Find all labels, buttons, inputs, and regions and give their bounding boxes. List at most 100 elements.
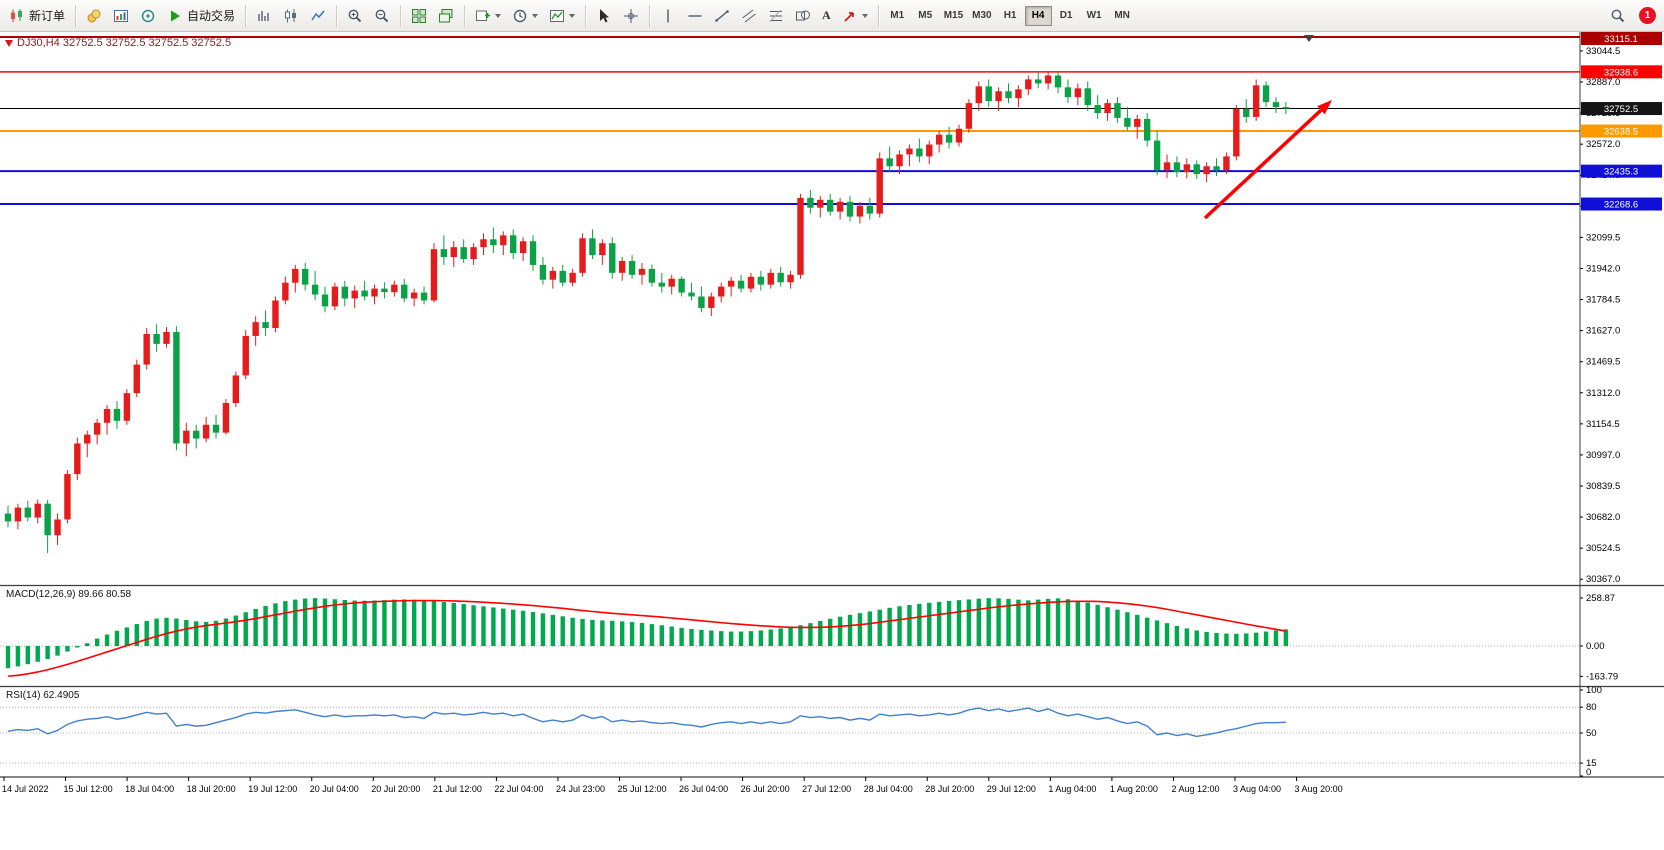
time-axis-label: 22 Jul 04:00 (494, 784, 543, 794)
trend-arrow[interactable] (1203, 108, 1323, 220)
time-axis-label: 14 Jul 2022 (2, 784, 49, 794)
timeframe-w1[interactable]: W1 (1081, 6, 1108, 26)
shapes-button[interactable] (790, 4, 816, 28)
crosshair-button[interactable] (618, 4, 644, 28)
macd-bar (679, 627, 684, 646)
time-axis[interactable]: 14 Jul 2022 15 Jul 12:00 18 Jul 04:00 18 Ju… (2, 777, 1343, 794)
channel-button[interactable] (736, 4, 762, 28)
timeframe-m15[interactable]: M15 (940, 6, 967, 26)
trend-arrow-head (1317, 100, 1332, 115)
candle-body (351, 290, 358, 299)
toolbar-separator (245, 4, 247, 27)
data-window-button[interactable] (108, 4, 134, 28)
macd-bar (580, 618, 585, 646)
search-button[interactable] (1605, 4, 1631, 28)
vertical-line-button[interactable] (655, 4, 681, 28)
timeframe-m5[interactable]: M5 (912, 6, 939, 26)
macd-bar (778, 628, 783, 646)
timeframe-d1[interactable]: D1 (1053, 6, 1080, 26)
line-chart-button[interactable] (305, 4, 331, 28)
market-watch-button[interactable] (81, 4, 107, 28)
candle-body (856, 205, 864, 217)
navigator-button[interactable] (135, 4, 161, 28)
candle-body (252, 322, 259, 336)
macd-bar (520, 610, 526, 646)
candle-body (24, 507, 32, 518)
rsi-line (7, 707, 1286, 738)
price-badge (1581, 102, 1662, 116)
candle-body (123, 393, 131, 421)
macd-bar (243, 612, 248, 646)
zoom-out-icon (375, 9, 389, 22)
price-axis[interactable]: 33044.532887.032729.532572.032414.532257… (1580, 46, 1620, 778)
trendline-button[interactable] (709, 4, 735, 28)
macd-bar (788, 627, 793, 646)
candle-body (737, 280, 745, 289)
macd-bar (382, 600, 387, 646)
new-chart-button[interactable] (470, 4, 506, 28)
candle-body (1025, 79, 1032, 90)
arrow-tool-button[interactable] (837, 4, 873, 28)
candle-body (688, 292, 695, 297)
candle-body (826, 199, 834, 212)
candle-body (212, 424, 220, 433)
candle-body (262, 322, 269, 329)
candle-body (321, 294, 329, 307)
time-axis-label: 3 Aug 04:00 (1233, 784, 1281, 794)
candle-body (292, 268, 299, 283)
candle-body (450, 247, 457, 258)
candle-body (529, 241, 537, 265)
fibonacci-button[interactable] (763, 4, 789, 28)
timeframe-mn[interactable]: MN (1109, 6, 1136, 26)
zoom-out-button[interactable] (369, 4, 395, 28)
macd-bar (956, 600, 962, 646)
horizontal-line-button[interactable] (682, 4, 708, 28)
timeframe-m1[interactable]: M1 (884, 6, 911, 26)
candle-body (222, 403, 230, 433)
macd-bar (560, 616, 565, 646)
macd-bar (322, 598, 328, 646)
line-chart-icon (311, 10, 325, 20)
new-order-button[interactable]: 新订单 (4, 4, 70, 28)
macd-bar (441, 602, 447, 646)
timeframe-h1[interactable]: H1 (997, 6, 1024, 26)
text-button[interactable]: A (817, 4, 836, 28)
price-tick-label: 32887.0 (1586, 77, 1620, 88)
macd-bar (857, 613, 863, 646)
macd-bar (372, 600, 377, 646)
chart-canvas[interactable]: 33044.532887.032729.532572.032414.532257… (0, 32, 1664, 850)
cursor-button[interactable] (591, 4, 617, 28)
indicators-button[interactable] (544, 4, 580, 28)
candle-body (153, 333, 160, 344)
macd-bar (1244, 633, 1249, 646)
cascade-windows-button[interactable] (433, 4, 459, 28)
timeframe-h4[interactable]: H4 (1024, 5, 1052, 26)
price-badge (1581, 65, 1662, 79)
candle-body (1173, 162, 1181, 173)
macd-bar (768, 629, 773, 646)
notification-badge[interactable]: 1 (1639, 7, 1656, 24)
price-tick-label: 30839.5 (1586, 481, 1620, 492)
navigator-icon (141, 9, 155, 22)
play-icon (171, 10, 181, 21)
timeframe-m30[interactable]: M30 (968, 6, 995, 26)
zoom-in-button[interactable] (342, 4, 368, 28)
candlestick-chart-button[interactable] (278, 4, 304, 28)
candle-body (232, 375, 240, 404)
macd-signal-line (7, 599, 1287, 678)
macd-bar (253, 608, 258, 646)
macd-bar (966, 599, 972, 646)
price-tick-label: 30682.0 (1586, 512, 1620, 523)
tile-windows-button[interactable] (406, 4, 432, 28)
candle-body (618, 260, 626, 273)
auto-trading-button[interactable]: 自动交易 (162, 4, 240, 28)
macd-bar (144, 620, 149, 646)
time-axis-label: 20 Jul 04:00 (310, 784, 359, 794)
period-button[interactable] (507, 4, 543, 28)
candle-body (500, 235, 507, 246)
bar-chart-button[interactable] (251, 4, 277, 28)
candle-body (391, 284, 398, 293)
time-axis-label: 27 Jul 12:00 (802, 784, 851, 794)
chart-shift-marker[interactable] (1304, 35, 1314, 42)
